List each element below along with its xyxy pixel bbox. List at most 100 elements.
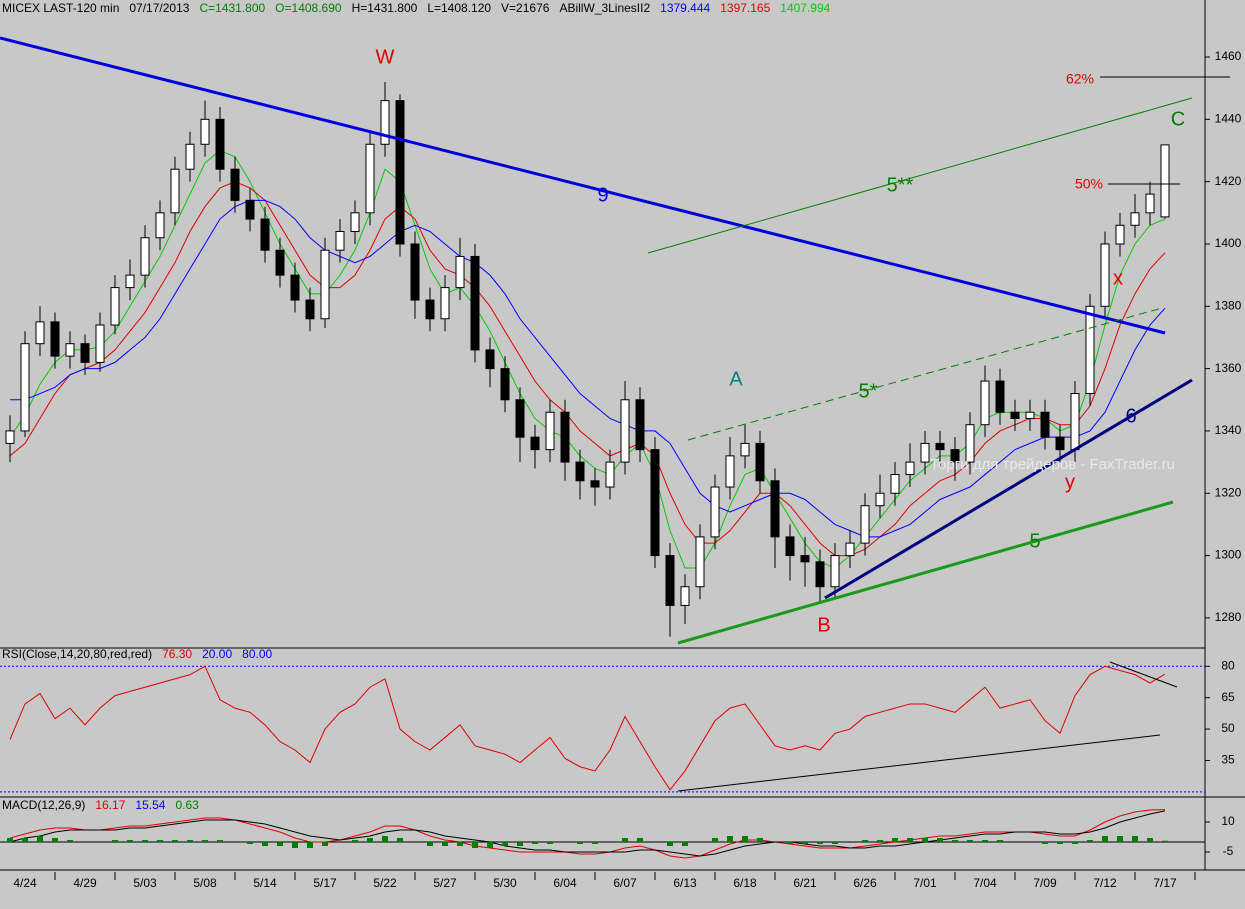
histogram-bar bbox=[427, 842, 433, 846]
candle-body bbox=[155, 212, 165, 239]
x-tick-label: 4/29 bbox=[73, 876, 97, 890]
candle-body bbox=[1100, 243, 1110, 307]
x-tick-label: 6/13 bbox=[673, 876, 697, 890]
wave-label: B bbox=[817, 614, 830, 636]
x-tick-label: 5/30 bbox=[493, 876, 517, 890]
candle-body bbox=[680, 586, 690, 606]
candle-body bbox=[350, 212, 360, 233]
panel-header: 1397.165 bbox=[720, 1, 770, 15]
histogram-bar bbox=[757, 838, 763, 842]
y-tick-label: 50 bbox=[1221, 721, 1235, 735]
candle-body bbox=[365, 143, 375, 214]
y-tick-label: 1420 bbox=[1215, 174, 1242, 188]
histogram-bar bbox=[1087, 840, 1093, 842]
candle-body bbox=[200, 118, 210, 145]
y-tick-label: 80 bbox=[1221, 658, 1235, 672]
panel-header: 76.30 bbox=[162, 647, 192, 661]
x-tick-label: 6/18 bbox=[733, 876, 757, 890]
x-tick-label: 7/17 bbox=[1153, 876, 1177, 890]
y-tick-label: 1360 bbox=[1215, 361, 1242, 375]
wave-label: x bbox=[1113, 267, 1123, 289]
histogram-bar bbox=[952, 840, 958, 842]
candle-body bbox=[1115, 224, 1125, 245]
x-tick-label: 7/01 bbox=[913, 876, 937, 890]
candle-body bbox=[1010, 411, 1020, 419]
candle-body bbox=[860, 505, 870, 544]
trend-line bbox=[647, 97, 1193, 254]
candle-body bbox=[785, 536, 795, 557]
candle-body bbox=[500, 368, 510, 401]
x-tick-label: 7/12 bbox=[1093, 876, 1117, 890]
histogram-bar bbox=[1072, 842, 1078, 844]
fib-label: 50% bbox=[1075, 176, 1103, 192]
histogram-bar bbox=[157, 840, 163, 842]
candle-body bbox=[35, 321, 45, 345]
candle-body bbox=[275, 249, 285, 276]
panel-header: 16.17 bbox=[95, 798, 125, 812]
candle-body bbox=[875, 492, 885, 507]
candle-body bbox=[695, 536, 705, 588]
candle-body bbox=[920, 442, 930, 463]
candle-body bbox=[935, 442, 945, 451]
y-tick-label: -5 bbox=[1223, 844, 1234, 858]
series-line bbox=[10, 199, 1166, 538]
x-tick-label: 7/09 bbox=[1033, 876, 1057, 890]
x-tick-label: 5/17 bbox=[313, 876, 337, 890]
y-tick-label: 1400 bbox=[1215, 236, 1242, 250]
candle-body bbox=[980, 380, 990, 426]
wave-label: W bbox=[376, 46, 395, 68]
candle-body bbox=[755, 442, 765, 482]
histogram-bar bbox=[877, 840, 883, 842]
x-tick-label: 5/08 bbox=[193, 876, 217, 890]
histogram-bar bbox=[367, 838, 373, 842]
panel-header: 15.54 bbox=[135, 798, 165, 812]
histogram-bar bbox=[112, 840, 118, 842]
histogram-bar bbox=[1132, 836, 1138, 842]
x-tick-label: 5/03 bbox=[133, 876, 157, 890]
candle-body bbox=[665, 555, 675, 606]
candle-body bbox=[185, 143, 195, 170]
x-tick-label: 5/22 bbox=[373, 876, 397, 890]
trend-line bbox=[1109, 661, 1178, 688]
candle-body bbox=[440, 287, 450, 320]
wave-label: 9 bbox=[597, 184, 608, 206]
trend-line bbox=[0, 36, 1166, 335]
histogram-bar bbox=[127, 840, 133, 842]
histogram-bar bbox=[727, 836, 733, 842]
histogram-bar bbox=[997, 840, 1003, 842]
histogram-bar bbox=[1057, 842, 1063, 844]
histogram-bar bbox=[37, 836, 43, 842]
histogram-bar bbox=[277, 842, 283, 846]
histogram-bar bbox=[52, 838, 58, 842]
candle-body bbox=[995, 380, 1005, 413]
watermark: Торги для трейдеров - FaxTrader.ru bbox=[930, 456, 1175, 473]
histogram-bar bbox=[472, 842, 478, 848]
wave-label: 6 bbox=[1125, 405, 1136, 427]
candle-body bbox=[245, 199, 255, 220]
wave-label: A bbox=[729, 368, 743, 390]
candle-body bbox=[1070, 393, 1080, 451]
candle-body bbox=[1130, 212, 1140, 226]
histogram-bar bbox=[7, 838, 13, 842]
histogram-bar bbox=[67, 840, 73, 842]
histogram-bar bbox=[982, 840, 988, 842]
histogram-bar bbox=[172, 840, 178, 842]
histogram-bar bbox=[667, 842, 673, 846]
x-tick-label: 5/27 bbox=[433, 876, 457, 890]
histogram-bar bbox=[937, 838, 943, 842]
histogram-bar bbox=[457, 842, 463, 846]
x-tick-label: 6/04 bbox=[553, 876, 577, 890]
candle-body bbox=[590, 480, 600, 488]
wave-label: 5 bbox=[1029, 530, 1040, 552]
histogram-bar bbox=[832, 842, 838, 844]
candle-body bbox=[485, 349, 495, 370]
histogram-bar bbox=[787, 842, 793, 844]
panel-header: L=1408.120 bbox=[427, 1, 491, 15]
wave-label: 5* bbox=[859, 380, 878, 402]
candle-body bbox=[215, 118, 225, 170]
histogram-bar bbox=[247, 842, 253, 844]
candle-body bbox=[710, 486, 720, 538]
wave-label: y bbox=[1065, 471, 1075, 493]
candle-body bbox=[305, 299, 315, 320]
